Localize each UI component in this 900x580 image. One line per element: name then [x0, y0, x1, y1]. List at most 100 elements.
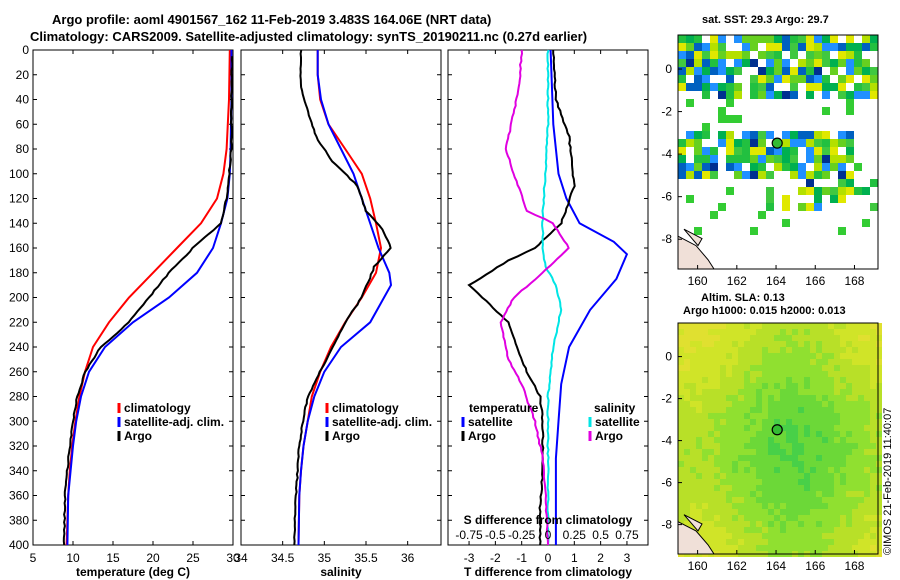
map-cell: [846, 497, 852, 503]
map-cell: [734, 51, 742, 59]
map-cell: [780, 431, 786, 437]
panel-temperature: [32, 49, 234, 546]
map-cell: [750, 455, 756, 461]
map-cell: [810, 341, 816, 347]
map-cell: [702, 51, 710, 59]
map-cell: [864, 491, 870, 497]
map-cell: [678, 437, 684, 443]
map-cell: [696, 377, 702, 383]
map-cell: [804, 533, 810, 539]
map-y-tick-label: -8: [661, 232, 672, 246]
map-cell: [862, 59, 870, 67]
map-cell: [708, 371, 714, 377]
map-cell: [742, 51, 750, 59]
map-cell: [720, 371, 726, 377]
map-cell: [840, 401, 846, 407]
map-cell: [816, 347, 822, 353]
map-cell: [686, 83, 694, 91]
map-cell: [786, 395, 792, 401]
map-cell: [768, 467, 774, 473]
map-cell: [732, 395, 738, 401]
map-cell: [702, 449, 708, 455]
map-y-tick-label: -4: [661, 147, 672, 161]
x-tick-label: 10: [66, 551, 80, 565]
map-cell: [840, 545, 846, 551]
map-cell: [738, 431, 744, 437]
map-cell: [756, 539, 762, 545]
x-axis-label: T difference from climatology: [464, 565, 632, 579]
map-cell: [876, 425, 882, 431]
map-cell: [774, 67, 782, 75]
map-cell: [726, 473, 732, 479]
legend-entry: satellite: [595, 415, 640, 429]
map-cell: [816, 497, 822, 503]
map-cell: [804, 539, 810, 545]
map-cell: [790, 75, 798, 83]
map-cell: [762, 419, 768, 425]
map-cell: [702, 75, 710, 83]
map-cell: [718, 203, 726, 211]
map-cell: [744, 431, 750, 437]
map-cell: [822, 35, 830, 43]
map-cell: [840, 353, 846, 359]
map-cell: [840, 443, 846, 449]
map-cell: [738, 461, 744, 467]
map-cell: [720, 401, 726, 407]
map-cell: [858, 503, 864, 509]
map-cell: [846, 91, 854, 99]
map-cell: [766, 171, 774, 179]
map-cell: [690, 353, 696, 359]
map-cell: [732, 533, 738, 539]
map-cell: [858, 383, 864, 389]
map-cell: [744, 353, 750, 359]
map-cell: [720, 497, 726, 503]
map-cell: [768, 377, 774, 383]
map-cell: [804, 467, 810, 473]
map-cell: [846, 377, 852, 383]
map-cell: [694, 59, 702, 67]
map-cell: [718, 139, 726, 147]
map-cell: [840, 479, 846, 485]
map-cell: [690, 413, 696, 419]
map-cell: [774, 365, 780, 371]
map-cell: [846, 539, 852, 545]
map-cell: [780, 329, 786, 335]
map-cell: [708, 455, 714, 461]
map-cell: [858, 401, 864, 407]
map-cell: [782, 43, 790, 51]
map-cell: [762, 395, 768, 401]
map-cell: [708, 479, 714, 485]
map-cell: [678, 503, 684, 509]
map-cell: [702, 443, 708, 449]
map-cell: [810, 533, 816, 539]
map-cell: [756, 449, 762, 455]
y-tick-label: 260: [9, 365, 29, 379]
y-tick-label: 380: [9, 513, 29, 527]
map-cell: [678, 449, 684, 455]
map-cell: [780, 521, 786, 527]
x-tick-label: 25: [186, 551, 200, 565]
map-cell: [858, 371, 864, 377]
map-cell: [702, 401, 708, 407]
map-cell: [768, 431, 774, 437]
map-cell: [696, 455, 702, 461]
map-cell: [798, 359, 804, 365]
map-cell: [750, 59, 758, 67]
map-cell: [732, 359, 738, 365]
map-cell: [690, 485, 696, 491]
map-cell: [750, 227, 758, 235]
map-cell: [690, 377, 696, 383]
map-cell: [852, 497, 858, 503]
map-cell: [774, 329, 780, 335]
map-cell: [744, 419, 750, 425]
map-cell: [830, 155, 838, 163]
map-cell: [694, 163, 702, 171]
map-cell: [870, 341, 876, 347]
map-cell: [714, 323, 720, 329]
map-cell: [792, 341, 798, 347]
map-cell: [840, 437, 846, 443]
map-cell: [684, 509, 690, 515]
map-cell: [846, 533, 852, 539]
map-cell: [816, 479, 822, 485]
map-cell: [846, 359, 852, 365]
